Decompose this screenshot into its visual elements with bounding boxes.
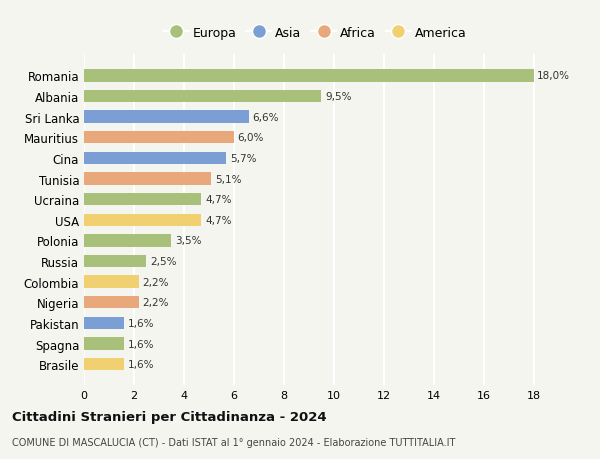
Bar bbox=[84, 173, 211, 185]
Legend: Europa, Asia, Africa, America: Europa, Asia, Africa, America bbox=[158, 22, 472, 45]
Bar bbox=[84, 70, 533, 83]
Text: 1,6%: 1,6% bbox=[128, 359, 154, 369]
Text: COMUNE DI MASCALUCIA (CT) - Dati ISTAT al 1° gennaio 2024 - Elaborazione TUTTITA: COMUNE DI MASCALUCIA (CT) - Dati ISTAT a… bbox=[12, 437, 455, 447]
Text: 5,1%: 5,1% bbox=[215, 174, 242, 184]
Text: Cittadini Stranieri per Cittadinanza - 2024: Cittadini Stranieri per Cittadinanza - 2… bbox=[12, 410, 326, 423]
Bar bbox=[84, 91, 321, 103]
Text: 3,5%: 3,5% bbox=[175, 236, 202, 246]
Text: 6,6%: 6,6% bbox=[253, 112, 279, 123]
Bar bbox=[84, 194, 202, 206]
Text: 18,0%: 18,0% bbox=[537, 71, 570, 81]
Text: 2,5%: 2,5% bbox=[150, 257, 176, 267]
Bar bbox=[84, 255, 146, 268]
Text: 5,7%: 5,7% bbox=[230, 154, 257, 163]
Bar bbox=[84, 214, 202, 226]
Bar bbox=[84, 358, 124, 370]
Bar bbox=[84, 338, 124, 350]
Text: 1,6%: 1,6% bbox=[128, 318, 154, 328]
Bar bbox=[84, 317, 124, 330]
Bar bbox=[84, 132, 234, 144]
Text: 1,6%: 1,6% bbox=[128, 339, 154, 349]
Text: 2,2%: 2,2% bbox=[143, 297, 169, 308]
Text: 4,7%: 4,7% bbox=[205, 215, 232, 225]
Bar bbox=[84, 111, 249, 123]
Text: 2,2%: 2,2% bbox=[143, 277, 169, 287]
Bar bbox=[84, 297, 139, 309]
Text: 9,5%: 9,5% bbox=[325, 92, 352, 102]
Text: 4,7%: 4,7% bbox=[205, 195, 232, 205]
Bar bbox=[84, 276, 139, 288]
Text: 6,0%: 6,0% bbox=[238, 133, 264, 143]
Bar bbox=[84, 152, 226, 165]
Bar bbox=[84, 235, 172, 247]
